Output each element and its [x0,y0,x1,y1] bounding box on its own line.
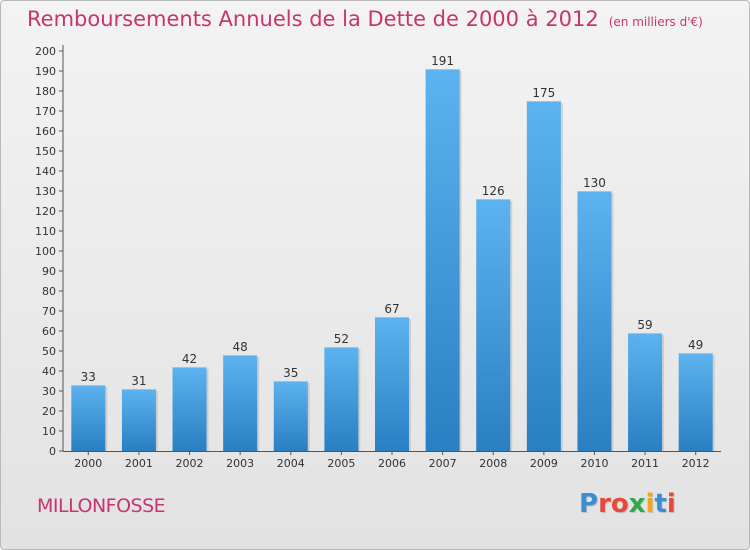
x-tick-label: 2003 [226,457,254,470]
x-tick-label: 2000 [74,457,102,470]
x-tick-label: 2010 [580,457,608,470]
bar [273,381,308,451]
x-tick-label: 2006 [378,457,406,470]
logo-letter: i [645,489,655,519]
data-label: 59 [637,318,652,332]
data-label: 175 [532,86,555,100]
x-tick-label: 2001 [125,457,153,470]
y-tick-label: 130 [35,185,56,198]
y-tick-label: 200 [35,45,56,58]
bar [425,69,460,451]
y-tick-label: 120 [35,205,56,218]
logo-letter: t [654,489,667,519]
bar [71,385,106,451]
data-label: 191 [431,54,454,68]
logo-letter: r [598,489,611,519]
bar [577,191,612,451]
data-label: 49 [688,338,703,352]
data-label: 126 [482,184,505,198]
y-tick-label: 110 [35,225,56,238]
y-tick-label: 170 [35,105,56,118]
logo-letter: P [579,489,599,519]
chart-unit-note: (en milliers d'€) [608,15,703,29]
logo-letter: x [628,489,646,519]
y-tick-label: 180 [35,85,56,98]
bar [526,101,561,451]
bar [476,199,511,451]
y-tick-label: 10 [42,425,56,438]
y-tick-label: 190 [35,65,56,78]
proxiti-logo: Proxiti [579,489,676,519]
y-tick-label: 50 [42,345,56,358]
commune-name: MILLONFOSSE [37,495,166,517]
x-tick-label: 2011 [631,457,659,470]
data-label: 31 [131,374,146,388]
bar [324,347,359,451]
bar [628,333,663,451]
data-label: 35 [283,366,298,380]
data-label: 48 [233,340,248,354]
y-tick-label: 150 [35,145,56,158]
x-tick-label: 2005 [327,457,355,470]
x-tick-label: 2009 [530,457,558,470]
x-tick-label: 2012 [682,457,710,470]
data-label: 52 [334,332,349,346]
x-tick-label: 2002 [176,457,204,470]
y-tick-label: 0 [49,445,56,458]
y-tick-label: 20 [42,405,56,418]
y-tick-label: 160 [35,125,56,138]
data-label: 130 [583,176,606,190]
bar [172,367,207,451]
data-label: 42 [182,352,197,366]
logo-letter: o [610,489,629,519]
y-tick-label: 70 [42,305,56,318]
bar [375,317,409,451]
chart-title-block: Remboursements Annuels de la Dette de 20… [27,7,703,31]
logo-letter: i [666,489,676,519]
y-tick-label: 90 [42,265,56,278]
x-tick-label: 2004 [277,457,305,470]
bar [223,355,258,451]
y-tick-label: 60 [42,325,56,338]
bar [121,389,156,451]
y-tick-label: 100 [35,245,56,258]
bar [678,353,713,451]
y-tick-label: 140 [35,165,56,178]
y-tick-label: 40 [42,365,56,378]
y-tick-label: 80 [42,285,56,298]
x-tick-label: 2008 [479,457,507,470]
data-label: 67 [384,302,399,316]
y-tick-label: 30 [42,385,56,398]
x-tick-label: 2007 [429,457,457,470]
data-label: 33 [81,370,96,384]
chart-title: Remboursements Annuels de la Dette de 20… [27,7,599,31]
